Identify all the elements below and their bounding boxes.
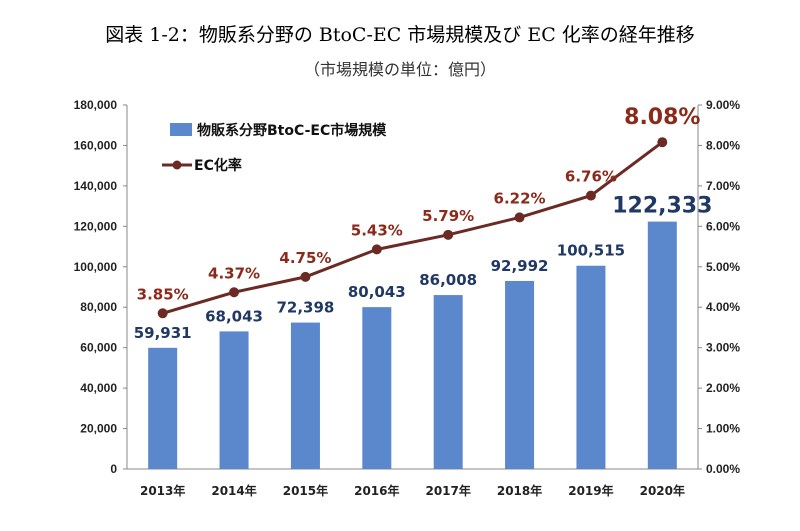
bar-value-label: 80,043 [348, 283, 406, 301]
ec-rate-point [371, 244, 382, 255]
y-left-tick-label: 100,000 [74, 260, 118, 274]
y-left-tick-label: 160,000 [74, 138, 118, 152]
x-tick-label: 2013年 [140, 483, 185, 498]
bar [290, 322, 320, 469]
x-tick-label: 2019年 [568, 483, 613, 498]
bar [219, 331, 249, 469]
bar-value-label: 59,931 [134, 324, 192, 342]
ec-rate-label: 6.76% [565, 168, 617, 186]
bar-value-label: 68,043 [205, 307, 263, 325]
ec-rate-label: 6.22% [494, 189, 546, 207]
chart-title: 図表 1-2：物販系分野の BtoC-EC 市場規模及び EC 化率の経年推移 [105, 24, 695, 46]
bar [362, 307, 392, 469]
bar-value-label: 122,333 [612, 194, 712, 219]
ec-rate-label: 4.75% [279, 249, 331, 267]
bar-value-label: 86,008 [419, 271, 477, 289]
y-right-tick-label: 0.00% [706, 462, 740, 476]
legend-line-marker [172, 160, 182, 170]
y-right-tick-label: 2.00% [706, 381, 740, 395]
bar-value-label: 100,515 [557, 242, 625, 260]
y-left-tick-label: 140,000 [74, 179, 118, 193]
ec-rate-point [229, 287, 240, 298]
bar [505, 280, 535, 469]
ec-rate-point [443, 229, 454, 240]
y-right-tick-label: 8.00% [706, 138, 740, 152]
y-left-tick-label: 80,000 [80, 300, 117, 314]
ec-rate-point [657, 137, 668, 148]
y-right-tick-label: 7.00% [706, 179, 740, 193]
y-right-tick-label: 5.00% [706, 260, 740, 274]
ec-rate-label: 5.43% [351, 221, 403, 239]
x-tick-label: 2020年 [640, 483, 685, 498]
x-tick-label: 2018年 [497, 483, 542, 498]
ec-rate-label: 3.85% [137, 285, 189, 303]
y-left-tick-label: 120,000 [74, 219, 118, 233]
chart-subtitle: （市場規模の単位：億円） [303, 60, 496, 79]
x-tick-label: 2016年 [354, 483, 399, 498]
bar [576, 265, 606, 469]
y-right-tick-label: 4.00% [706, 300, 740, 314]
y-left-tick-label: 180,000 [74, 98, 118, 112]
ec-rate-point [157, 308, 168, 319]
y-right-tick-label: 9.00% [706, 98, 740, 112]
legend-bar-label: 物販系分野BtoC-EC市場規模 [197, 122, 387, 139]
bar-value-label: 92,992 [491, 257, 549, 275]
ec-rate-point [300, 271, 311, 282]
bar [433, 295, 463, 469]
ec-rate-label: 5.79% [422, 207, 474, 225]
x-tick-label: 2017年 [425, 483, 470, 498]
legend-line-label: EC化率 [194, 157, 242, 174]
y-left-tick-label: 60,000 [80, 341, 117, 355]
y-right-tick-label: 1.00% [706, 422, 740, 436]
ec-rate-point [585, 190, 596, 201]
y-right-tick-label: 6.00% [706, 219, 740, 233]
y-left-tick-label: 20,000 [80, 422, 117, 436]
ec-rate-label: 4.37% [208, 264, 260, 282]
x-tick-label: 2014年 [211, 483, 256, 498]
legend-bar-swatch [170, 123, 192, 136]
y-right-tick-label: 3.00% [706, 341, 740, 355]
bar [647, 221, 677, 469]
y-left-tick-label: 40,000 [80, 381, 117, 395]
ec-rate-line [162, 141, 664, 315]
bar [148, 347, 178, 469]
ec-rate-label: 8.08% [624, 105, 700, 130]
x-tick-label: 2015年 [283, 483, 328, 498]
y-left-tick-label: 0 [110, 462, 117, 476]
bar-value-label: 72,398 [276, 299, 334, 317]
ec-rate-point [514, 212, 525, 223]
